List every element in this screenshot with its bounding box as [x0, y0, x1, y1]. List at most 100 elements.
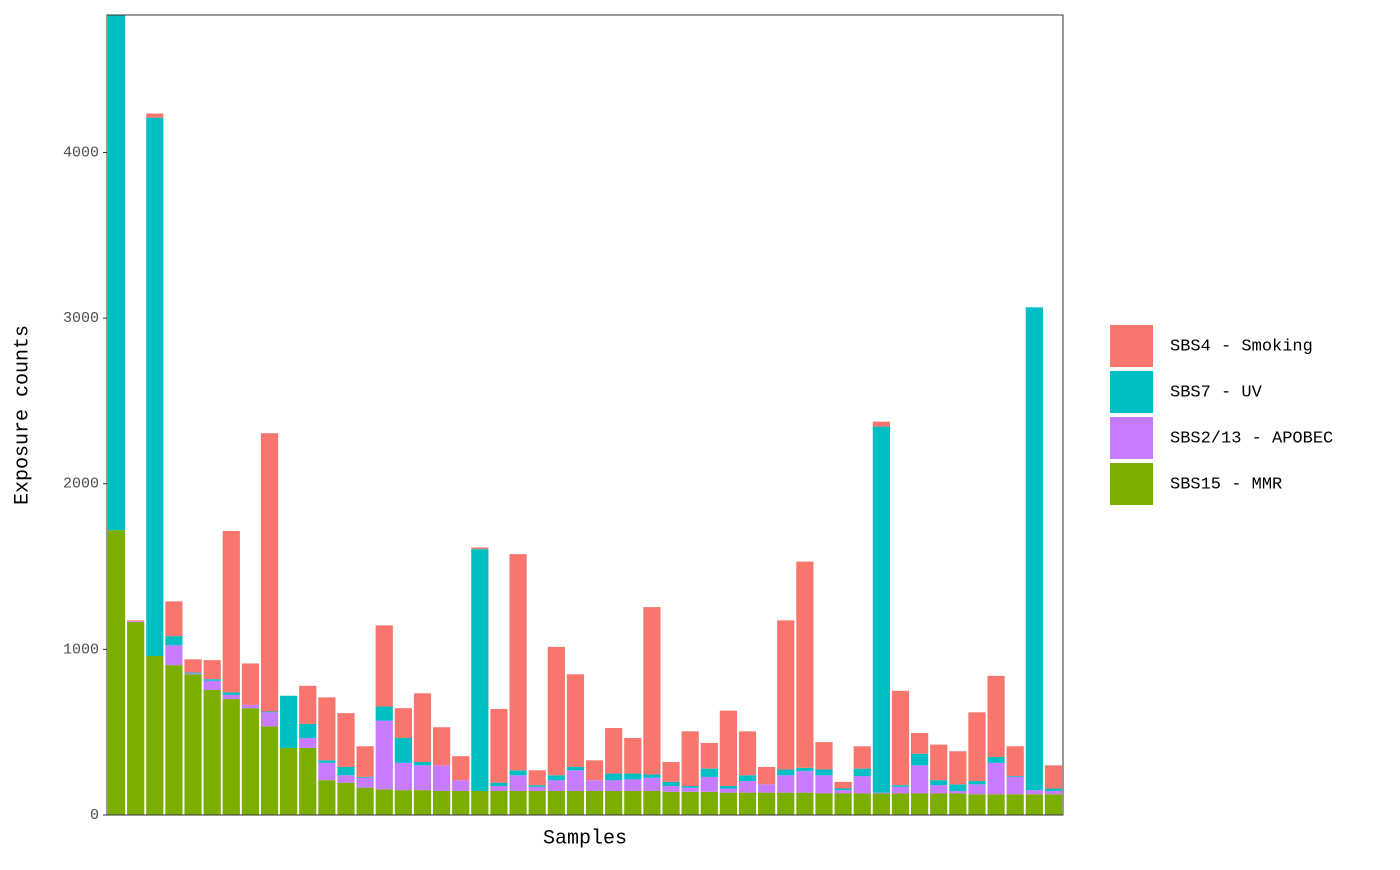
bar-segment: [222, 694, 240, 700]
bar-segment: [528, 770, 546, 786]
bar-segment: [1044, 790, 1063, 795]
legend-key: [1110, 371, 1153, 413]
bar-segment: [585, 790, 604, 815]
bar-segment: [146, 117, 164, 656]
bar-segment: [241, 663, 260, 705]
bar-segment: [547, 780, 565, 791]
bar-segment: [509, 790, 527, 815]
bar-segment: [547, 790, 565, 815]
bar-segment: [394, 708, 412, 738]
bar-segment: [853, 793, 871, 815]
bar-segment: [241, 704, 260, 709]
bar-segment: [777, 620, 795, 770]
bar-segment: [910, 753, 929, 766]
bar-segment: [796, 771, 814, 793]
bar-segment: [605, 773, 623, 781]
bar-segment: [318, 760, 336, 763]
bar-segment: [318, 697, 336, 761]
bar-segment: [165, 665, 183, 815]
bar-segment: [777, 775, 795, 793]
legend: SBS4 - Smoking SBS7 - UV SBS2/13 - APOBEC S…: [1110, 325, 1333, 505]
bar-segment: [471, 790, 489, 815]
bar-segment: [337, 782, 355, 815]
bar-segment: [605, 790, 623, 815]
legend-key: [1110, 417, 1153, 459]
bar-segment: [452, 780, 470, 791]
bar-segment: [777, 769, 795, 776]
y-axis-title: Exposure counts: [11, 325, 34, 505]
plot-area: [107, 15, 1063, 815]
bar-segment: [605, 780, 623, 791]
bar-segment: [719, 788, 738, 793]
bar-segment: [815, 742, 833, 770]
bar-segment: [624, 773, 642, 780]
y-tick-label: 3000: [63, 310, 99, 327]
bar-segment: [471, 549, 489, 791]
bar-segment: [681, 786, 699, 788]
bar-segment: [107, 530, 126, 815]
bar-segment: [968, 712, 986, 782]
bar-segment: [127, 622, 145, 815]
bar-segment: [356, 776, 374, 778]
bar-segment: [872, 426, 890, 793]
bar-segment: [127, 620, 145, 622]
bar-segment: [834, 788, 852, 791]
bar-segment: [738, 792, 757, 815]
bar-segment: [891, 793, 910, 815]
bar-segment: [891, 785, 910, 787]
bar-segment: [107, 15, 126, 531]
bar-segment: [987, 794, 1005, 815]
bar-segment: [681, 731, 699, 787]
bar-segment: [222, 530, 240, 693]
bar-segment: [1044, 794, 1063, 815]
bar-segment: [968, 794, 986, 815]
bar-segment: [853, 768, 871, 777]
bar-segment: [624, 790, 642, 815]
bar-segment: [891, 690, 910, 786]
bar-segment: [452, 756, 470, 781]
bar-segment: [585, 780, 604, 791]
bar-segment: [1044, 788, 1063, 791]
bar-segment: [624, 779, 642, 791]
bar-segment: [471, 547, 489, 550]
bar-segment: [834, 781, 852, 789]
bar-segment: [930, 780, 948, 786]
bar-segment: [719, 710, 738, 787]
bar-segment: [949, 784, 967, 791]
bar-segment: [260, 711, 279, 713]
bar-segment: [891, 786, 910, 794]
bar-segment: [165, 601, 183, 637]
bar-segment: [700, 791, 718, 815]
bar-segment: [203, 660, 221, 680]
bar-segment: [1006, 794, 1024, 815]
bar-segment: [184, 674, 202, 815]
bar-segment: [203, 679, 221, 681]
bar-segment: [643, 774, 661, 778]
bar-segment: [1006, 776, 1024, 795]
bar-segment: [1006, 776, 1024, 777]
bar-segment: [375, 625, 393, 707]
bar-segment: [356, 787, 374, 815]
bar-segment: [260, 726, 279, 815]
bar-segment: [910, 733, 929, 754]
bar-segment: [184, 673, 202, 675]
bar-segment: [815, 793, 833, 815]
bar-segment: [662, 761, 680, 782]
bar-segment: [834, 793, 852, 815]
bar-segment: [738, 775, 757, 782]
bar-segment: [738, 781, 757, 793]
bar-segment: [146, 113, 164, 118]
bar-segment: [394, 790, 412, 815]
bar-segment: [987, 675, 1005, 758]
bar-segment: [260, 712, 279, 727]
bar-segment: [796, 792, 814, 815]
legend-key: [1110, 463, 1153, 505]
legend-label: SBS15 - MMR: [1170, 475, 1282, 494]
bar-segment: [528, 786, 546, 791]
bar-segment: [222, 699, 240, 815]
bar-segment: [299, 737, 317, 748]
bar-segment: [796, 767, 814, 772]
bar-segment: [413, 790, 432, 815]
bar-segment: [585, 760, 604, 781]
bar-segment: [337, 766, 355, 776]
